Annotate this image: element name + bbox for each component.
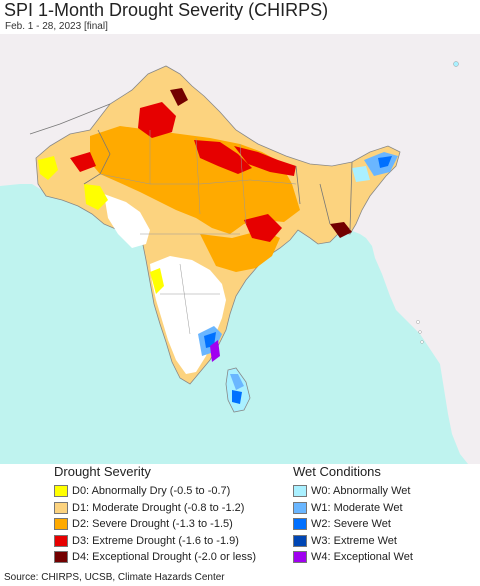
legend-label-d2: D2: Severe Drought (-1.3 to -1.5) — [72, 518, 233, 531]
swatch-d2 — [54, 518, 68, 531]
central-d3 — [244, 214, 282, 242]
nepal-d3 — [234, 146, 296, 176]
legend-label-w1: W1: Moderate Wet — [311, 501, 403, 514]
tamilnadu-w4 — [210, 340, 220, 362]
legend-label-w4: W4: Exceptional Wet — [311, 551, 413, 564]
legend: Drought Severity D0: Abnormally Dry (-0.… — [0, 464, 480, 570]
drought-legend-title: Drought Severity — [54, 464, 151, 479]
state-borders — [99, 130, 297, 335]
legend-item-w1: W1: Moderate Wet — [293, 500, 413, 517]
swatch-w4 — [293, 551, 307, 564]
legend-label-d3: D3: Extreme Drought (-1.6 to -1.9) — [72, 534, 239, 547]
legend-label-d1: D1: Moderate Drought (-0.8 to -1.2) — [72, 501, 245, 514]
map-title: SPI 1-Month Drought Severity (CHIRPS) — [4, 0, 329, 20]
legend-label-w0: W0: Abnormally Wet — [311, 485, 411, 498]
west-neutral — [104, 194, 150, 248]
bangladesh-d4 — [330, 222, 352, 238]
swatch-d1 — [54, 501, 68, 514]
swatch-d3 — [54, 534, 68, 547]
map-subtitle: Feb. 1 - 28, 2023 [final] — [5, 21, 108, 32]
wet-legend-title: Wet Conditions — [293, 464, 381, 479]
central-d2 — [200, 230, 280, 272]
northeast-w2 — [378, 156, 392, 168]
swatch-d4 — [54, 551, 68, 564]
swatch-w1 — [293, 501, 307, 514]
legend-label-d0: D0: Abnormally Dry (-0.5 to -0.7) — [72, 485, 231, 498]
island-d — [453, 61, 459, 67]
island-a — [416, 320, 420, 324]
legend-item-d0: D0: Abnormally Dry (-0.5 to -0.7) — [54, 483, 256, 500]
punjab-d3 — [138, 102, 176, 138]
source-credit: Source: CHIRPS, UCSB, Climate Hazards Ce… — [4, 572, 225, 583]
legend-label-w3: W3: Extreme Wet — [311, 534, 397, 547]
northeast-w0 — [352, 166, 370, 182]
legend-item-w0: W0: Abnormally Wet — [293, 483, 413, 500]
legend-label-d4: D4: Exceptional Drought (-2.0 or less) — [72, 551, 257, 564]
sri-lanka-w2 — [232, 390, 242, 404]
northwest-d0 — [38, 156, 58, 180]
wet-legend: Wet Conditions W0: Abnormally Wet W1: Mo… — [293, 464, 413, 566]
swatch-w3 — [293, 534, 307, 547]
coast-d0 — [150, 268, 164, 294]
legend-item-w2: W2: Severe Wet — [293, 516, 413, 533]
legend-item-d4: D4: Exceptional Drought (-2.0 or less) — [54, 549, 256, 566]
legend-item-d3: D3: Extreme Drought (-1.6 to -1.9) — [54, 533, 256, 550]
island-c — [420, 340, 424, 344]
gujarat-d0 — [84, 184, 108, 210]
island-b — [418, 330, 422, 334]
drought-legend: Drought Severity D0: Abnormally Dry (-0.… — [54, 464, 256, 566]
legend-item-d2: D2: Severe Drought (-1.3 to -1.5) — [54, 516, 256, 533]
legend-item-w3: W3: Extreme Wet — [293, 533, 413, 550]
legend-item-d1: D1: Moderate Drought (-0.8 to -1.2) — [54, 500, 256, 517]
swatch-d0 — [54, 485, 68, 498]
himalaya-d4 — [170, 88, 188, 106]
legend-label-w2: W2: Severe Wet — [311, 518, 391, 531]
west-d3 — [70, 152, 96, 172]
sri-lanka-w1 — [230, 374, 244, 390]
country-borders — [29, 103, 353, 231]
drought-map — [0, 34, 480, 464]
swatch-w0 — [293, 485, 307, 498]
swatch-w2 — [293, 518, 307, 531]
legend-item-w4: W4: Exceptional Wet — [293, 549, 413, 566]
up-d3 — [194, 140, 252, 174]
